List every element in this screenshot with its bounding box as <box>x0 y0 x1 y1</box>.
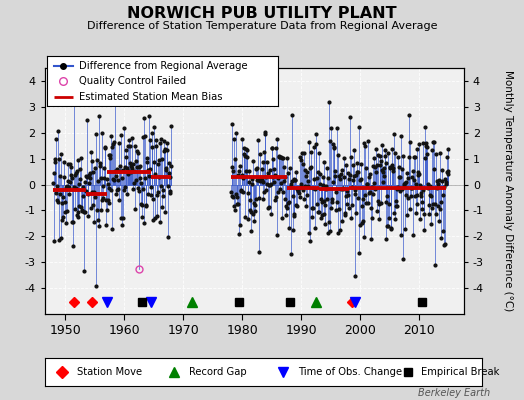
Text: Record Gap: Record Gap <box>189 367 247 377</box>
Text: Station Move: Station Move <box>78 367 143 377</box>
Text: Quality Control Failed: Quality Control Failed <box>80 76 187 86</box>
Y-axis label: Monthly Temperature Anomaly Difference (°C): Monthly Temperature Anomaly Difference (… <box>504 70 514 312</box>
Text: Difference from Regional Average: Difference from Regional Average <box>80 61 248 71</box>
Text: Empirical Break: Empirical Break <box>421 367 499 377</box>
Text: NORWICH PUB UTILITY PLANT: NORWICH PUB UTILITY PLANT <box>127 6 397 21</box>
Text: Difference of Station Temperature Data from Regional Average: Difference of Station Temperature Data f… <box>87 21 437 31</box>
Text: Time of Obs. Change: Time of Obs. Change <box>298 367 402 377</box>
Text: Berkeley Earth: Berkeley Earth <box>418 388 490 398</box>
Text: Estimated Station Mean Bias: Estimated Station Mean Bias <box>80 92 223 102</box>
